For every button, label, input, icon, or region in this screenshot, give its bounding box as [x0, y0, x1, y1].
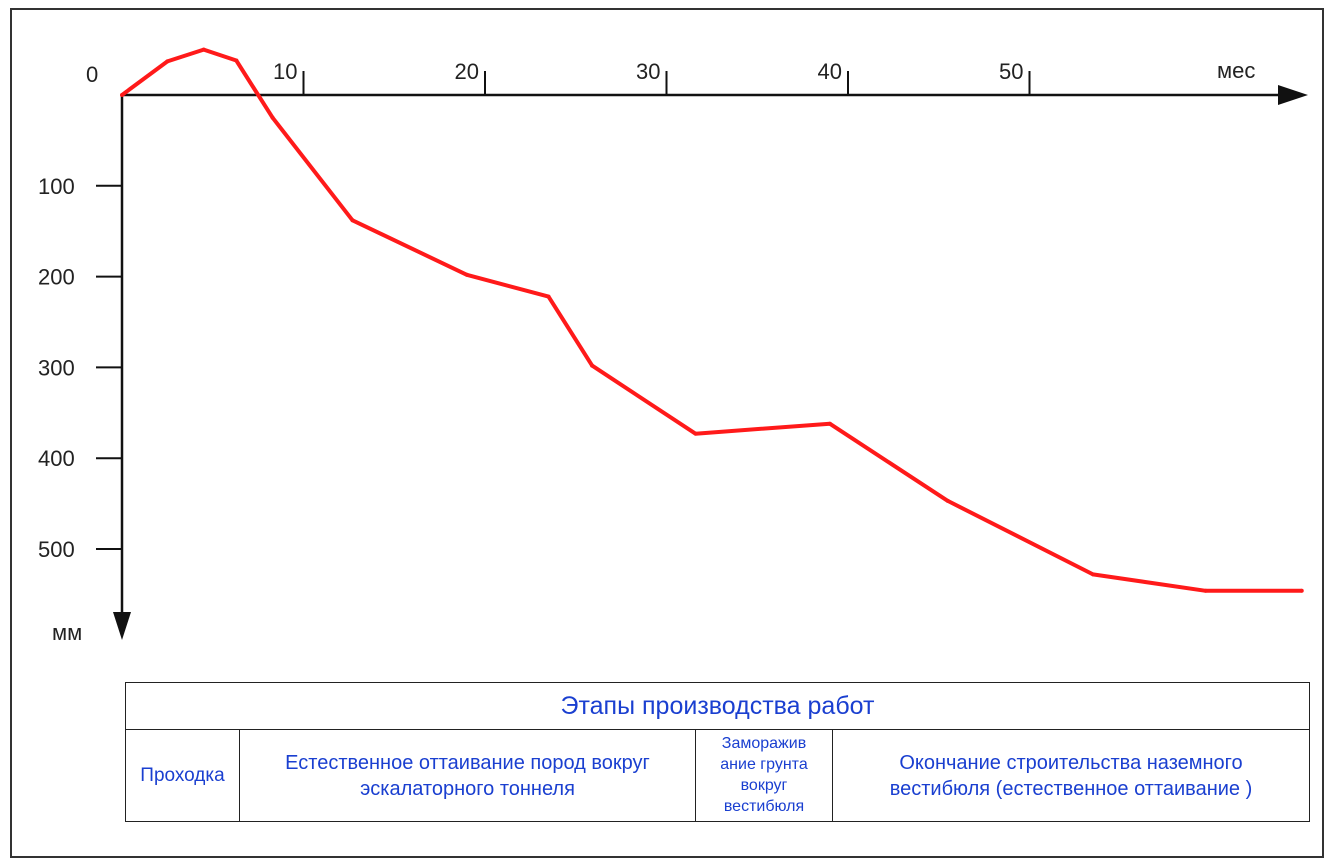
x-tick-label: 10 — [273, 59, 297, 84]
stage-vestibule-completion: Окончание строительства наземного вестиб… — [889, 752, 1253, 800]
x-axis-arrow — [1278, 85, 1308, 105]
x-origin-label: 0 — [86, 62, 98, 87]
x-unit-label: мес — [1217, 58, 1255, 83]
ticks: 10 20 30 40 50 100 200 300 400 500 — [38, 59, 1031, 562]
stage-ground-freezing: Заморажив ание грунта вокруг вестибюля — [696, 730, 833, 822]
work-stages-title: Этапы производства работ — [126, 683, 1309, 730]
y-tick-label: 100 — [38, 174, 75, 199]
work-stages-row: Проходка Естественное оттаивание пород в… — [126, 730, 1309, 822]
work-stages-table: Этапы производства работ Проходка Естест… — [125, 682, 1310, 822]
x-tick-label: 40 — [818, 59, 842, 84]
settlement-point — [234, 58, 239, 63]
settlement-point — [546, 294, 551, 299]
y-tick-label: 500 — [38, 537, 75, 562]
y-axis-arrow — [113, 612, 131, 640]
settlement-line — [120, 47, 1302, 593]
y-tick-label: 200 — [38, 265, 75, 290]
settlement-point — [827, 421, 832, 426]
x-tick-label: 50 — [999, 59, 1023, 84]
y-tick-label: 400 — [38, 446, 75, 471]
settlement-point — [464, 272, 469, 277]
figure-frame — [10, 8, 1324, 858]
y-tick-label: 300 — [38, 355, 75, 380]
axis-labels: 0 мес мм — [52, 58, 1255, 645]
settlement-point — [201, 47, 206, 52]
settlement-point — [693, 431, 698, 436]
settlement-point — [1299, 588, 1304, 593]
settlement-point — [165, 59, 170, 64]
series — [120, 47, 1304, 593]
settlement-point — [1091, 572, 1096, 577]
axes — [113, 85, 1308, 640]
settlement-point — [1203, 588, 1208, 593]
settlement-point — [270, 115, 275, 120]
x-tick-label: 30 — [636, 59, 660, 84]
settlement-point — [945, 498, 950, 503]
settlement-point — [120, 93, 124, 97]
settlement-point — [350, 218, 355, 223]
stage-tunneling: Проходка — [126, 730, 240, 822]
stage-natural-thawing: Естественное оттаивание пород вокруг эск… — [240, 730, 696, 822]
settlement-point — [590, 363, 595, 368]
y-unit-label: мм — [52, 620, 82, 645]
x-tick-label: 20 — [455, 59, 479, 84]
